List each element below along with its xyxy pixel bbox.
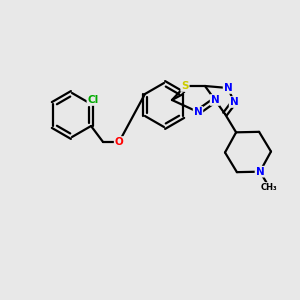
Text: N: N: [230, 97, 238, 107]
Text: N: N: [211, 95, 219, 105]
Text: N: N: [256, 167, 264, 177]
Text: N: N: [194, 107, 202, 117]
Text: CH₃: CH₃: [261, 183, 278, 192]
Text: N: N: [224, 83, 232, 93]
Text: O: O: [115, 137, 123, 147]
Text: Cl: Cl: [87, 95, 99, 105]
Text: S: S: [181, 81, 189, 91]
